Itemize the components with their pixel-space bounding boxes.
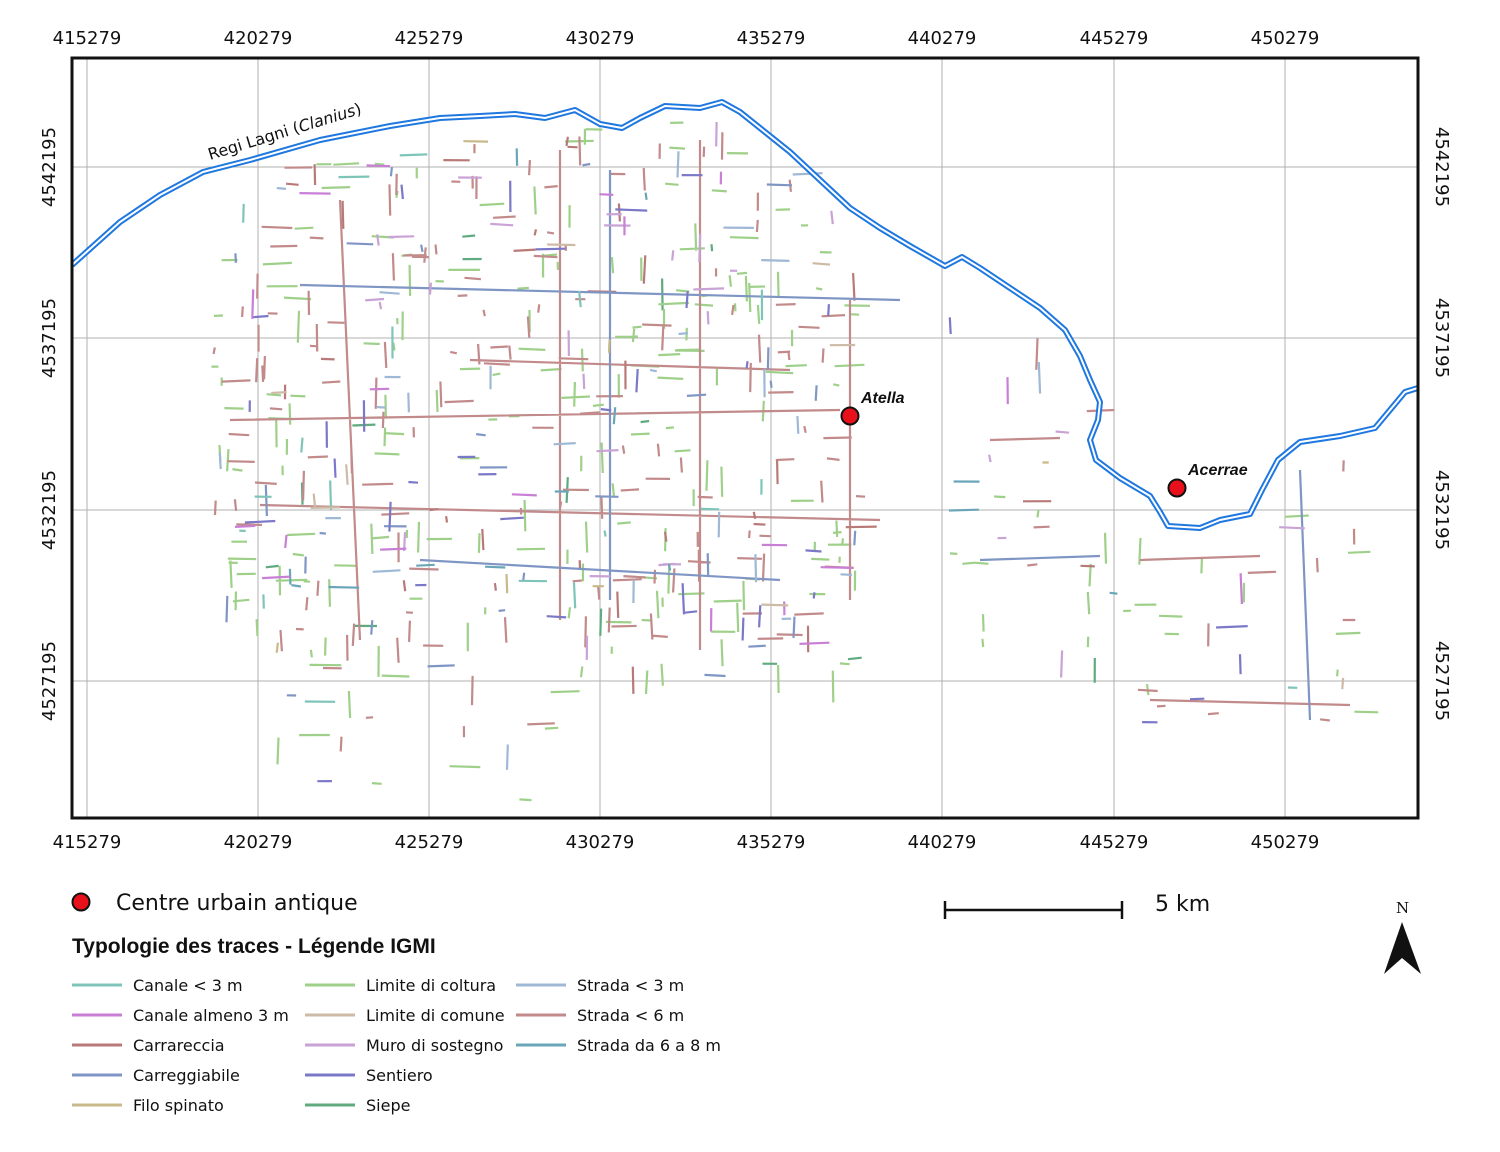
x-coordinate-labels-bottom: 415279 420279 425279 430279 435279 440279 4452… [53,832,1320,853]
north-arrow-icon [1384,922,1421,974]
legend-item: Canale almeno 3 m [72,1006,289,1025]
x-tick-label: 420279 [224,28,293,49]
legend-item: Muro di sostegno [305,1036,503,1055]
legend-item: Limite di coltura [305,976,496,995]
place-atella: Atella [840,390,905,426]
legend-item: Strada da 6 a 8 m [516,1036,721,1055]
x-tick-label: 415279 [53,832,122,853]
x-tick-label: 415279 [53,28,122,49]
trace-segments [244,174,1248,783]
trace-segments [365,121,1305,678]
legend-item: Carrareccia [72,1036,225,1055]
place-label: Atella [860,390,905,407]
legend-item-label: Strada < 3 m [577,976,684,995]
map-panel: Regi Lagni (Clanius) Atella Acerrae [70,56,1420,820]
legend-item-label: Limite di coltura [366,976,496,995]
legend-item: Carreggiabile [72,1066,240,1085]
legend-item-label: Carrareccia [133,1036,225,1055]
legend-item-label: Strada < 6 m [577,1006,684,1025]
trace-network [211,121,1379,802]
y-tick-label: 4527195 [39,641,60,721]
coordinate-grid [72,58,1418,818]
x-tick-label: 445279 [1080,832,1149,853]
y-tick-label: 4527195 [1431,641,1452,721]
legend-item: Strada < 6 m [516,1006,684,1025]
x-tick-label: 425279 [395,832,464,853]
urban-centre-marker [840,406,860,426]
x-tick-label: 440279 [908,28,977,49]
legend-item-label: Limite di comune [366,1006,505,1025]
legend-item: Sentiero [305,1066,433,1085]
trace-segments [212,132,1356,752]
y-tick-label: 4537195 [1431,298,1452,378]
legend-urban-centre-label: Centre urbain antique [116,891,358,916]
scale-bar: 5 km [943,892,1210,919]
y-tick-label: 4542195 [39,127,60,207]
map-background [72,58,1418,818]
y-tick-label: 4532195 [39,470,60,550]
x-tick-label: 450279 [1251,832,1320,853]
legend-items: Canale < 3 m Canale almeno 3 m Carrareccia… [72,976,721,1115]
legend: Centre urbain antique Typologie des trac… [71,891,721,1115]
legend-item-label: Strada da 6 a 8 m [577,1036,721,1055]
legend-urban-centre-icon [71,892,91,912]
map-frame [70,56,1420,820]
legend-item: Limite di comune [305,1006,505,1025]
legend-title: Typologie des traces - Légende IGMI [72,935,436,958]
legend-item-label: Canale < 3 m [133,976,243,995]
legend-item-label: Siepe [366,1096,410,1115]
place-label: Acerrae [1187,462,1248,479]
x-tick-label: 435279 [737,832,806,853]
y-tick-label: 4537195 [39,298,60,378]
legend-item: Strada < 3 m [516,976,684,995]
place-acerrae: Acerrae [1167,462,1248,498]
legend-item-label: Canale almeno 3 m [133,1006,289,1025]
y-tick-label: 4532195 [1431,470,1452,550]
legend-item-label: Sentiero [366,1066,433,1085]
trace-segments [234,164,1243,645]
y-coordinate-labels-right: 4542195 4537195 4532195 4527195 [1431,127,1452,721]
x-tick-label: 420279 [224,832,293,853]
y-tick-label: 4542195 [1431,127,1452,207]
legend-item: Canale < 3 m [72,976,243,995]
legend-item: Filo spinato [72,1096,224,1115]
x-tick-label: 435279 [737,28,806,49]
north-arrow: N [1384,899,1421,974]
x-coordinate-labels-top: 415279 420279 425279 430279 435279 440279 4452… [53,28,1320,49]
y-coordinate-labels-left: 4542195 4537195 4532195 4527195 [39,127,60,721]
legend-item-label: Filo spinato [133,1096,224,1115]
scale-bar-label: 5 km [1155,892,1210,917]
trace-segments [271,243,1345,690]
trace-segments [218,151,1042,770]
north-arrow-label: N [1396,899,1409,917]
urban-centre-marker [1167,478,1187,498]
river-regi-lagni [72,99,1418,531]
trace-segments [239,153,1298,703]
legend-item-label: Carreggiabile [133,1066,240,1085]
legend-item: Siepe [305,1096,410,1115]
x-tick-label: 450279 [1251,28,1320,49]
x-tick-label: 440279 [908,832,977,853]
x-tick-label: 430279 [566,28,635,49]
legend-item-label: Muro di sostegno [366,1036,503,1055]
x-tick-label: 425279 [395,28,464,49]
x-tick-label: 445279 [1080,28,1149,49]
river-inner [72,101,1418,529]
trace-segments [275,140,1049,653]
trace-segments [225,162,1312,721]
x-tick-label: 430279 [566,832,635,853]
